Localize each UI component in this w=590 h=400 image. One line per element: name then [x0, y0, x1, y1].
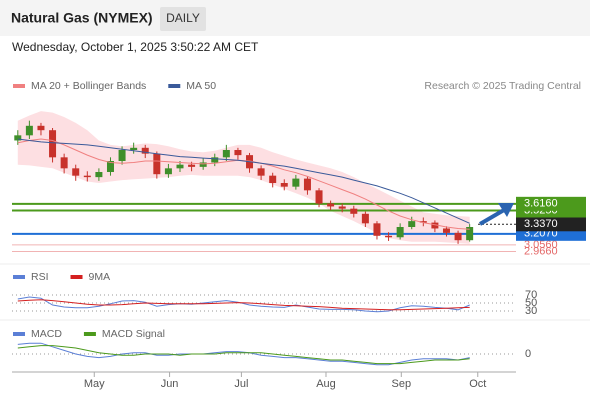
- y-tick-label: 0: [525, 348, 531, 360]
- candle-body: [141, 147, 149, 154]
- candle-body: [25, 125, 33, 136]
- level-label: 3.0560: [524, 239, 558, 251]
- level-box: [516, 196, 586, 211]
- candle-body: [49, 130, 57, 158]
- candle-body: [211, 157, 219, 163]
- candle-body: [106, 161, 114, 172]
- candle-body: [442, 228, 450, 233]
- series-line: [17, 299, 470, 311]
- x-tick-label: Jun: [161, 378, 179, 390]
- legend-swatch: [83, 332, 96, 336]
- forecast-arrowhead: [498, 203, 514, 217]
- daily-label[interactable]: DAILY: [166, 11, 200, 25]
- labels: MA 20 + Bollinger Bands MA 50 2.96603.0560…: [13, 80, 586, 390]
- daily-button[interactable]: [160, 7, 206, 31]
- legend-swatch: [70, 275, 83, 279]
- header-bar: [0, 0, 590, 36]
- candle-body: [199, 162, 207, 167]
- x-tick-label: Jul: [234, 378, 248, 390]
- layers: [12, 111, 516, 377]
- credit: Research © 2025 Trading Central: [424, 80, 581, 92]
- candle-body: [95, 172, 103, 178]
- forecast-arrow: [478, 208, 506, 226]
- candle-body: [14, 135, 22, 141]
- candle-body: [130, 147, 138, 150]
- series-line: [17, 345, 470, 365]
- legend-label: 9MA: [89, 271, 111, 283]
- candle-body: [350, 208, 358, 214]
- legend-label: MA 50: [186, 80, 216, 92]
- candle-body: [118, 150, 126, 161]
- legend-label: RSI: [31, 271, 49, 283]
- candle-body: [83, 175, 91, 178]
- candle-body: [466, 227, 474, 241]
- candle-body: [338, 206, 346, 209]
- x-tick-label: Sep: [392, 378, 412, 390]
- candle-body: [72, 168, 80, 176]
- candle-body: [153, 153, 161, 175]
- level-label: 3.3370: [524, 218, 558, 230]
- level-label: 2.9660: [524, 245, 558, 257]
- candle-body: [408, 221, 416, 227]
- candle-body: [327, 203, 335, 207]
- legend-swatch: [168, 84, 181, 88]
- level-box: [516, 217, 586, 232]
- candle-body: [37, 125, 45, 131]
- candle-body: [222, 150, 230, 158]
- candle-body: [396, 227, 404, 238]
- legend-swatch: [13, 84, 25, 88]
- legend-label: MACD Signal: [102, 328, 165, 340]
- candle-body: [60, 157, 68, 169]
- date: Wednesday, October 1, 2025 3:50:22 AM CE…: [12, 40, 259, 54]
- legend-label: MACD: [31, 328, 62, 340]
- x-tick-label: Oct: [469, 378, 486, 390]
- y-tick-label: 30: [525, 305, 537, 317]
- candle-body: [373, 223, 381, 236]
- series-line: [17, 138, 470, 224]
- title: Natural Gas (NYMEX): [11, 10, 153, 26]
- candle-body: [257, 168, 265, 176]
- y-tick-label: 50: [525, 297, 537, 309]
- candle-body: [419, 221, 427, 223]
- candle-body: [315, 190, 323, 204]
- legend-swatch: [13, 275, 25, 279]
- y-tick-label: 70: [525, 289, 537, 301]
- legend-swatch: [13, 332, 25, 336]
- candle-body: [303, 178, 311, 191]
- candle-body: [176, 164, 184, 169]
- candle-body: [269, 175, 277, 183]
- candle-body: [164, 168, 172, 175]
- candle-body: [431, 222, 439, 229]
- level-label: 3.6160: [524, 198, 558, 210]
- candle-body: [234, 150, 242, 156]
- candle-body: [188, 164, 196, 167]
- legend-label: MA 20 + Bollinger Bands: [31, 80, 146, 92]
- candle-body: [454, 232, 462, 241]
- candle-body: [292, 178, 300, 187]
- x-tick-label: May: [84, 378, 105, 390]
- x-tick-label: Aug: [316, 378, 336, 390]
- candle-body: [361, 213, 369, 224]
- candle-body: [385, 235, 393, 238]
- candle-body: [280, 183, 288, 187]
